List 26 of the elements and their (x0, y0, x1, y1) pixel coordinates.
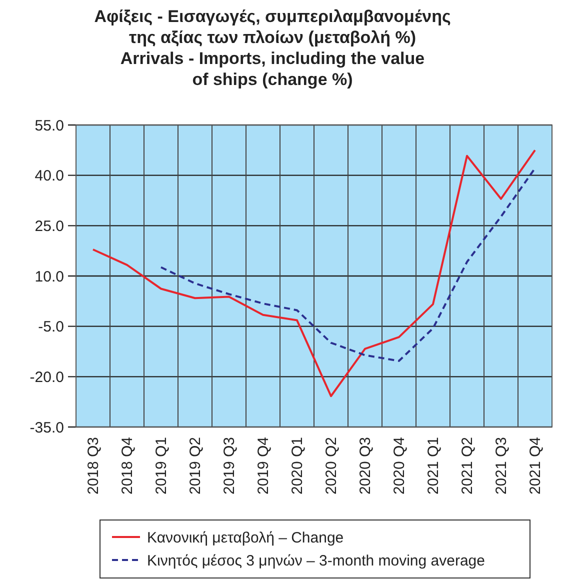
x-tick-label: 2021 Q3 (493, 437, 510, 495)
y-tick-label: -20.0 (30, 368, 64, 386)
x-tick-label: 2020 Q3 (357, 437, 374, 495)
y-tick-label: 25.0 (34, 218, 64, 235)
line-series (160, 167, 536, 362)
x-tick-label: 2021 Q1 (425, 437, 442, 495)
x-tick-label: 2019 Q4 (255, 437, 272, 495)
x-tick-label: 2020 Q4 (391, 437, 408, 495)
x-tick-label: 2019 Q3 (221, 437, 238, 495)
x-tick-label: 2020 Q2 (323, 437, 340, 495)
y-tick-label: 40.0 (34, 168, 64, 185)
legend-label: Κινητός μέσος 3 μηνών – 3-month moving average (147, 552, 485, 570)
x-tick-label: 2020 Q1 (289, 437, 306, 495)
x-tick-label: 2021 Q4 (527, 437, 544, 495)
line-series (92, 149, 536, 398)
x-tick-label: 2019 Q2 (187, 437, 204, 495)
legend-label: Κανονική μεταβολή – Change (147, 529, 344, 546)
x-tick-label: 2019 Q1 (153, 437, 170, 495)
chart-title: Αφίξεις - Εισαγωγές, συμπεριλαμβανομένης της αξίας των πλοίων (μεταβολή %) Arrivals - Imports, including the value of ships (change %) (94, 7, 451, 89)
y-tick-label: 10.0 (34, 268, 64, 286)
y-tick-label: 55.0 (34, 117, 64, 134)
x-tick-label: 2018 Q4 (119, 437, 136, 495)
x-tick-label: 2018 Q3 (85, 437, 102, 495)
x-tick-label: 2021 Q2 (459, 437, 476, 495)
y-tick-label: -5.0 (38, 318, 64, 336)
y-tick-label: -35.0 (30, 419, 64, 436)
